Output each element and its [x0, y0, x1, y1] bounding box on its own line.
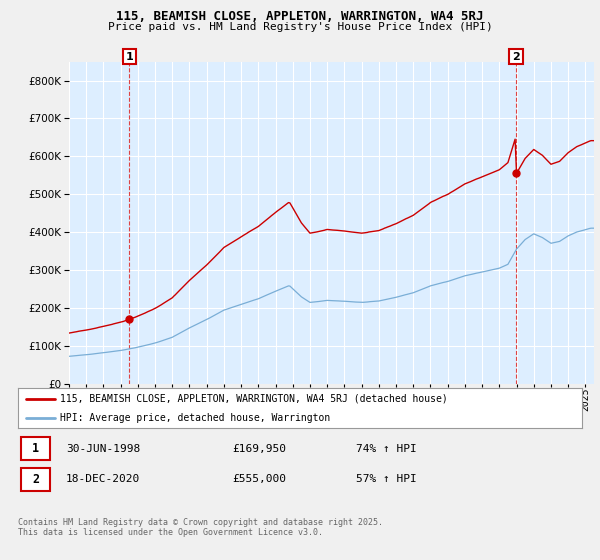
- Text: 74% ↑ HPI: 74% ↑ HPI: [356, 444, 417, 454]
- Text: 2: 2: [32, 473, 39, 486]
- Text: Contains HM Land Registry data © Crown copyright and database right 2025.
This d: Contains HM Land Registry data © Crown c…: [18, 518, 383, 538]
- Text: Price paid vs. HM Land Registry's House Price Index (HPI): Price paid vs. HM Land Registry's House …: [107, 22, 493, 32]
- Text: 57% ↑ HPI: 57% ↑ HPI: [356, 474, 417, 484]
- Text: £555,000: £555,000: [232, 474, 286, 484]
- FancyBboxPatch shape: [21, 468, 50, 491]
- Text: £169,950: £169,950: [232, 444, 286, 454]
- Text: HPI: Average price, detached house, Warrington: HPI: Average price, detached house, Warr…: [60, 413, 331, 422]
- Text: 1: 1: [32, 442, 39, 455]
- Text: 30-JUN-1998: 30-JUN-1998: [66, 444, 140, 454]
- Text: 115, BEAMISH CLOSE, APPLETON, WARRINGTON, WA4 5RJ (detached house): 115, BEAMISH CLOSE, APPLETON, WARRINGTON…: [60, 394, 448, 404]
- FancyBboxPatch shape: [21, 437, 50, 460]
- Text: 2: 2: [512, 52, 520, 62]
- Text: 18-DEC-2020: 18-DEC-2020: [66, 474, 140, 484]
- Text: 1: 1: [125, 52, 133, 62]
- Text: 115, BEAMISH CLOSE, APPLETON, WARRINGTON, WA4 5RJ: 115, BEAMISH CLOSE, APPLETON, WARRINGTON…: [116, 10, 484, 23]
